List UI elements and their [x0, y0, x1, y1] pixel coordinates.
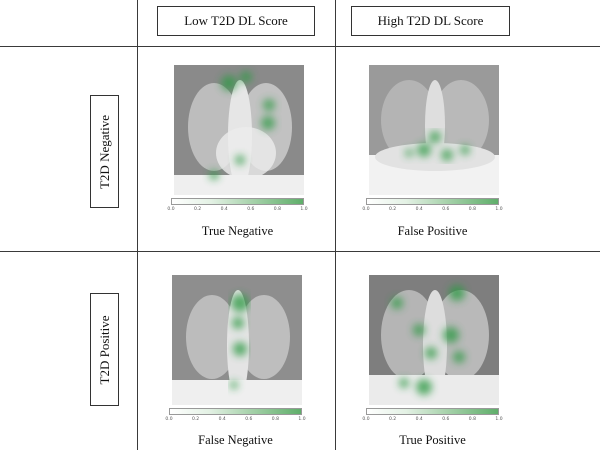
colorbar-tick: 0.2 — [389, 207, 397, 212]
grid-vline-mid — [335, 0, 336, 450]
colorbar-tick: 0.6 — [442, 207, 450, 212]
colorbar-tick: 0.0 — [167, 207, 175, 212]
xray-heatmap-false-positive — [369, 65, 499, 195]
colorbar-tick: 0.8 — [468, 417, 476, 422]
cell-caption-true-positive: True Positive — [399, 433, 466, 447]
colorbar-gradient — [169, 408, 302, 415]
row-header-label: T2D Negative — [96, 114, 112, 189]
grid-vline-left — [137, 0, 138, 450]
colorbar-tick: 0.8 — [271, 417, 279, 422]
cell-caption-true-negative: True Negative — [201, 224, 274, 238]
colorbar-gradient — [171, 198, 304, 205]
colorbar-tick: 0.0 — [362, 207, 370, 212]
row-header-t2d-negative: T2D Negative — [90, 95, 119, 208]
colorbar-tick: 0.2 — [194, 207, 202, 212]
colorbar-tick: 0.4 — [415, 417, 423, 422]
row-header-label: T2D Positive — [96, 315, 112, 384]
colorbar-tick: 0.4 — [415, 207, 423, 212]
column-header-low-score: Low T2D DL Score — [157, 6, 315, 36]
colorbar-tick: 0.2 — [389, 417, 397, 422]
colorbar-tick: 0.0 — [165, 417, 173, 422]
colorbar-tick: 0.4 — [220, 207, 228, 212]
colorbar-tick: 1.0 — [495, 207, 503, 212]
column-header-high-score: High T2D DL Score — [351, 6, 510, 36]
colorbar-tick: 0.8 — [273, 207, 281, 212]
colorbar-gradient — [366, 198, 499, 205]
cell-caption-false-negative: False Negative — [198, 433, 273, 447]
grid-hline-top — [0, 46, 600, 47]
grid-hline-mid — [0, 251, 600, 252]
colorbar-tick: 0.6 — [247, 207, 255, 212]
colorbar-tick: 0.8 — [468, 207, 476, 212]
colorbar-tick: 0.2 — [192, 417, 200, 422]
colorbar-tick: 0.4 — [218, 417, 226, 422]
colorbar-gradient — [366, 408, 499, 415]
colorbar-tick: 0.0 — [362, 417, 370, 422]
xray-heatmap-true-negative — [174, 65, 304, 195]
colorbar-tick: 1.0 — [495, 417, 503, 422]
colorbar-tick: 0.6 — [442, 417, 450, 422]
colorbar-tick: 1.0 — [300, 207, 308, 212]
xray-heatmap-true-positive — [369, 275, 499, 405]
row-header-t2d-positive: T2D Positive — [90, 293, 119, 406]
colorbar-tick: 1.0 — [298, 417, 306, 422]
colorbar-tick: 0.6 — [245, 417, 253, 422]
xray-heatmap-false-negative — [172, 275, 302, 405]
cell-caption-false-positive: False Positive — [397, 224, 468, 238]
